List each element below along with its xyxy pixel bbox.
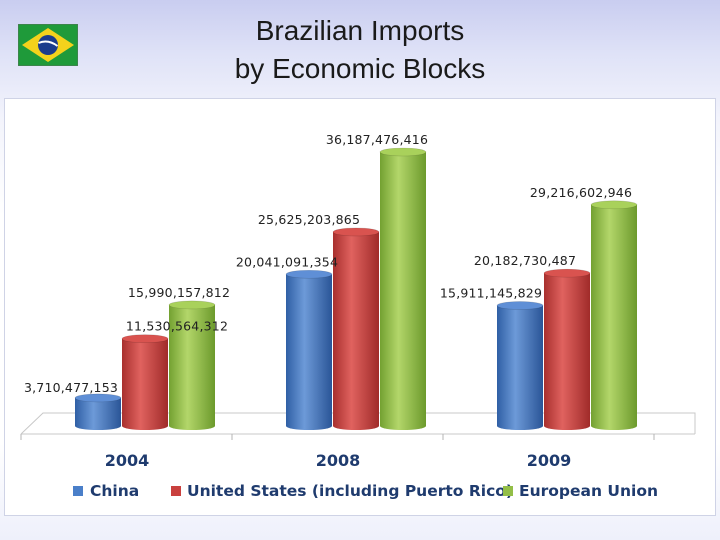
bar-china-2009 (496, 301, 544, 430)
data-label: 15,911,145,829 (440, 286, 542, 301)
x-tick-label: 2004 (105, 451, 150, 470)
brazil-flag-icon (18, 24, 78, 66)
legend-label: United States (including Puerto Rico) (187, 482, 513, 500)
bar-chart: 3,710,477,153 20,041,091,354 15,911,145,82… (20, 132, 696, 500)
chart-panel: 3,710,477,153 20,041,091,354 15,911,145,82… (4, 98, 716, 516)
data-label: 11,530,564,312 (126, 319, 228, 334)
bar-united-states-including-puerto-rico--2004 (121, 334, 169, 430)
data-label: 29,216,602,946 (530, 185, 632, 200)
bar-china-2004 (74, 393, 122, 430)
data-label: 3,710,477,153 (24, 380, 118, 395)
bar-european-union-2009 (590, 200, 638, 430)
data-label: 15,990,157,812 (128, 285, 230, 300)
data-label: 20,041,091,354 (236, 254, 338, 269)
bar-united-states-including-puerto-rico--2008 (332, 227, 380, 430)
legend-swatch (503, 486, 513, 496)
legend-item: European Union (503, 482, 658, 500)
legend-swatch (171, 486, 181, 496)
data-label: 25,625,203,865 (258, 212, 360, 227)
x-tick-label: 2009 (527, 451, 572, 470)
legend-swatch (73, 486, 83, 496)
bar-european-union-2004 (168, 300, 216, 430)
bar-united-states-including-puerto-rico--2009 (543, 268, 591, 430)
legend-label: European Union (519, 482, 658, 500)
data-label: 36,187,476,416 (326, 132, 428, 147)
bar-european-union-2008 (379, 147, 427, 430)
slide-title-line1: Brazilian Imports (255, 15, 465, 46)
bar-china-2008 (285, 269, 333, 430)
legend-item: United States (including Puerto Rico) (171, 482, 513, 500)
x-tick-label: 2008 (316, 451, 361, 470)
data-label: 20,182,730,487 (474, 253, 576, 268)
legend-label: China (90, 482, 139, 500)
legend-item: China (73, 482, 139, 500)
slide-title-line2: by Economic Blocks (234, 53, 486, 84)
